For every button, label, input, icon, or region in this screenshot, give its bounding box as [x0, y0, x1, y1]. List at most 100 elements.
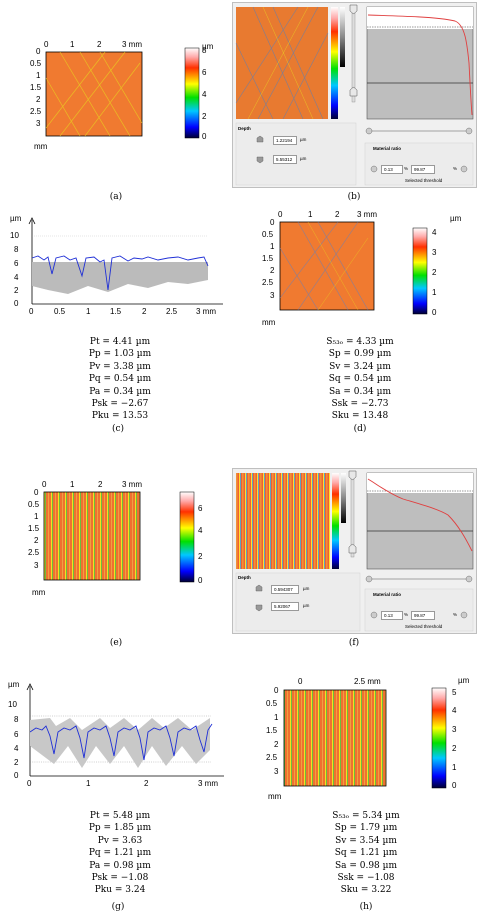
g-xtick: 0: [27, 779, 32, 788]
stat-line: Pa = 0.98 µm: [89, 860, 151, 871]
stats-h: S₅₃ₒ = 5.34 µm Sp = 1.79 µm Sv = 3.54 µm…: [306, 810, 426, 897]
e-ytick: 2: [34, 536, 39, 545]
g-ytick: 10: [8, 700, 17, 709]
h-cbar-unit: µm: [458, 676, 470, 685]
c-yunit: µm: [10, 214, 22, 223]
a-ytick: 2: [36, 95, 41, 104]
g-ytick: 0: [14, 771, 19, 780]
panel-e: 0 1 2 3 mm 0 0.5 1 1.5 2 2.5 3 mm 6 4 2 …: [28, 478, 220, 602]
e-ytick: 0: [34, 488, 39, 497]
d-ytick: 2.5: [262, 278, 274, 287]
c-ytick: 8: [14, 245, 19, 254]
a-ytick: 2.5: [30, 107, 42, 116]
a-cbar-tick: 6: [202, 68, 207, 77]
a-cbar-tick: 8: [202, 46, 207, 55]
e-ytick: 1.5: [28, 524, 40, 533]
material-ratio-f: [235, 470, 474, 632]
f-ratio-low-field[interactable]: 0.13: [381, 611, 403, 620]
a-yunit: mm: [34, 142, 48, 151]
h-cbar-tick: 0: [452, 781, 457, 790]
stat-line: S₅₃ₒ = 5.34 µm: [332, 811, 400, 821]
caption-f: (f): [348, 638, 360, 648]
e-xtick: 0: [42, 480, 47, 489]
b-depth-unit: µm: [300, 156, 307, 161]
caption-b: (b): [347, 192, 361, 202]
f-depth-top-field[interactable]: 0.594307: [271, 585, 299, 594]
caption-d: (d): [353, 424, 367, 434]
f-ratio-high-field[interactable]: 99.87: [411, 611, 435, 620]
b-depth-unit: µm: [300, 137, 307, 142]
e-cbar-tick: 0: [198, 576, 203, 585]
stat-line: Pa = 0.34 µm: [89, 386, 151, 397]
c-ytick: 0: [14, 299, 19, 308]
stat-line: Sq = 1.21 µm: [334, 848, 398, 859]
g-xtick: 1: [86, 779, 91, 788]
stat-line: Pq = 1.21 µm: [88, 848, 152, 859]
d-ytick: 0.5: [262, 230, 274, 239]
c-ytick: 4: [14, 273, 19, 282]
caption-a: (a): [109, 192, 123, 202]
stat-line: Sv = 3.54 µm: [335, 835, 397, 846]
a-xtick: 3 mm: [122, 40, 142, 49]
g-xtick: 2: [144, 779, 149, 788]
g-ytick: 8: [14, 715, 19, 724]
c-xtick: 0: [29, 307, 34, 316]
h-cbar-tick: 4: [452, 706, 457, 715]
h-cbar-tick: 5: [452, 688, 457, 697]
stat-line: Pku = 3.24: [94, 885, 146, 896]
f-depth-bottom-field[interactable]: 5.92067: [271, 602, 299, 611]
b-ratio-low-field[interactable]: 0.13: [381, 165, 403, 174]
b-ratio-high-field[interactable]: 99.87: [411, 165, 435, 174]
e-cbar-tick: 4: [198, 526, 203, 535]
c-ytick: 2: [14, 286, 19, 295]
d-ytick: 3: [270, 291, 275, 300]
stat-line: Pv = 3.38 µm: [89, 361, 151, 372]
stat-line: Pq = 0.54 µm: [88, 374, 152, 385]
caption-e: (e): [109, 638, 123, 648]
e-ytick: 2.5: [28, 548, 40, 557]
d-cbar-tick: 0: [432, 308, 437, 317]
e-cbar-tick: 2: [198, 552, 203, 561]
a-cbar-unit: µm: [202, 42, 214, 51]
stat-line: Pv = 3.63: [97, 835, 143, 846]
b-material-ratio-label: Material ratio: [373, 146, 402, 151]
stat-line: S₅₃ₒ = 4.33 µm: [326, 337, 394, 347]
panel-g: µm 10 8 6 4 2 0 0 1 2 3 mm: [6, 680, 231, 790]
b-ratio-unit: %: [404, 166, 409, 171]
e-xtick: 1: [70, 480, 75, 489]
e-ytick: 0.5: [28, 500, 40, 509]
surface-map-d: [279, 221, 428, 315]
g-ytick: 6: [14, 730, 19, 739]
b-depth-top-field[interactable]: 1.22194: [273, 136, 297, 145]
h-cbar-tick: 2: [452, 744, 457, 753]
f-depth-unit: µm: [303, 586, 310, 591]
h-cbar-tick: 1: [452, 763, 457, 772]
e-ytick: 1: [34, 512, 39, 521]
stat-line: Pku = 13.53: [91, 411, 149, 422]
a-xtick: 2: [97, 40, 102, 49]
c-xtick: 2.5: [166, 307, 178, 316]
b-selected-threshold: Selected threshold: [405, 178, 443, 183]
caption-h: (h): [359, 902, 373, 912]
b-depth-label: Depth: [238, 126, 251, 131]
f-ratio-unit: %: [404, 612, 409, 617]
c-xtick: 2: [142, 307, 147, 316]
d-xtick: 2: [335, 210, 340, 219]
b-depth-bottom-field[interactable]: 5.55312: [273, 155, 297, 164]
d-xtick: 1: [308, 210, 313, 219]
d-yunit: mm: [262, 318, 276, 327]
stat-line: Sku = 13.48: [331, 411, 389, 422]
panel-c: µm 10 8 6 4 2 0 0 0.5 1 1.5 2 2.5 3 mm: [8, 214, 228, 316]
stat-line: Ssk = −2.73: [331, 399, 389, 410]
a-ytick: 3: [36, 119, 41, 128]
surface-map-a: [45, 47, 200, 139]
h-ytick: 1: [274, 713, 279, 722]
h-ytick: 3: [274, 767, 279, 776]
c-xtick: 1.5: [110, 307, 122, 316]
stat-line: Sp = 1.79 µm: [334, 823, 398, 834]
panel-f: Depth 0.594307 µm 5.92067 µm Material ra…: [232, 468, 477, 634]
b-ratio-unit: %: [453, 166, 458, 171]
d-ytick: 1: [270, 242, 275, 251]
c-ytick: 10: [10, 231, 19, 240]
panel-b: Depth 1.22194 µm 5.55312 µm Material rat…: [232, 2, 477, 188]
